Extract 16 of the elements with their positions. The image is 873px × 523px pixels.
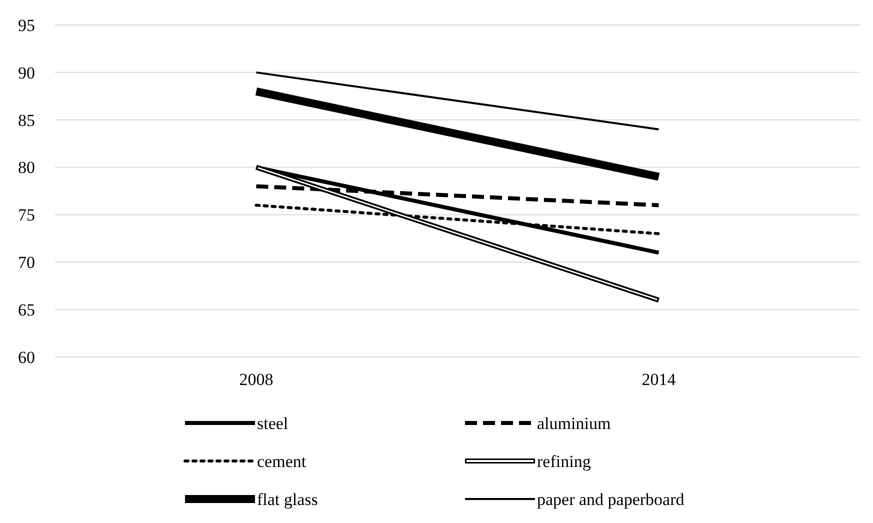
y-tick-label: 95	[18, 16, 35, 35]
legend-label: aluminium	[537, 414, 611, 433]
legend-label: cement	[257, 452, 306, 471]
x-tick-label: 2008	[239, 370, 274, 389]
y-tick-label: 80	[18, 158, 35, 178]
legend-label: paper and paperboard	[537, 490, 685, 509]
legend-label: steel	[257, 414, 288, 433]
y-tick-label: 60	[18, 348, 35, 367]
legend-label: flat glass	[257, 490, 318, 509]
y-tick-label: 90	[18, 63, 35, 82]
y-tick-label: 70	[18, 253, 35, 272]
x-tick-label: 2014	[642, 370, 676, 389]
legend-label: refining	[537, 452, 592, 471]
y-tick-label: 65	[18, 300, 35, 320]
y-tick-label: 85	[18, 110, 35, 130]
y-tick-label: 75	[18, 206, 35, 225]
